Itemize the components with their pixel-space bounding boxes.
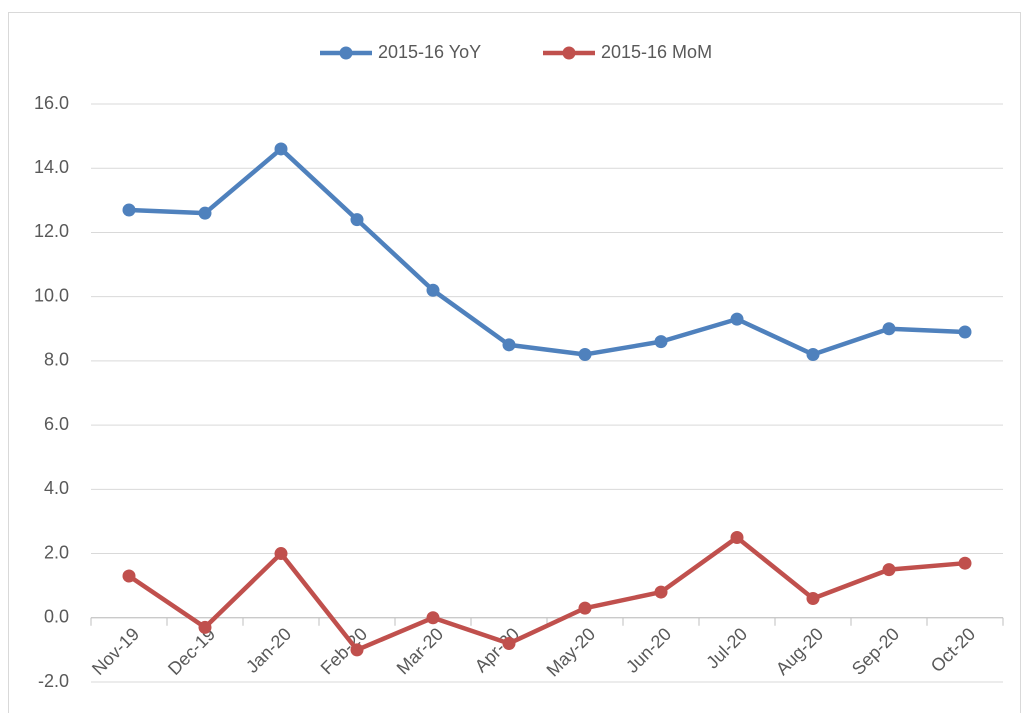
y-tick-label: 8.0 (44, 350, 69, 370)
y-tick-label: 16.0 (34, 93, 69, 113)
data-point (502, 636, 516, 650)
data-point (274, 142, 288, 156)
data-point (578, 347, 592, 361)
y-tick-label: -2.0 (38, 671, 69, 691)
data-point (426, 283, 440, 297)
chart-frame (8, 12, 1021, 713)
data-point (958, 325, 972, 339)
data-point (654, 585, 668, 599)
data-point (806, 592, 820, 606)
data-point (198, 206, 212, 220)
data-point (882, 322, 896, 336)
legend-marker (562, 46, 576, 60)
data-point (122, 203, 136, 217)
data-point (730, 531, 744, 544)
legend-label: 2015-16 YoY (378, 42, 481, 62)
y-tick-label: 12.0 (34, 221, 69, 241)
data-point (882, 563, 896, 577)
y-tick-label: 6.0 (44, 414, 69, 434)
data-point (730, 312, 744, 326)
data-point (654, 335, 668, 349)
series-line (127, 535, 966, 653)
data-point (426, 611, 440, 625)
data-point (578, 601, 592, 615)
data-point (350, 643, 364, 657)
y-tick-label: 0.0 (44, 607, 69, 627)
data-point (806, 347, 820, 361)
y-tick-label: 2.0 (44, 542, 69, 562)
data-point (350, 213, 364, 227)
data-point (502, 338, 516, 352)
y-tick-label: 14.0 (34, 157, 69, 177)
legend-marker (339, 46, 353, 60)
data-point (958, 556, 972, 570)
legend-label: 2015-16 MoM (601, 42, 712, 62)
y-tick-label: 4.0 (44, 478, 69, 498)
series-line (128, 146, 966, 357)
data-point (122, 569, 136, 583)
y-tick-label: 10.0 (34, 285, 69, 305)
data-point (198, 620, 212, 634)
data-point (274, 547, 288, 561)
